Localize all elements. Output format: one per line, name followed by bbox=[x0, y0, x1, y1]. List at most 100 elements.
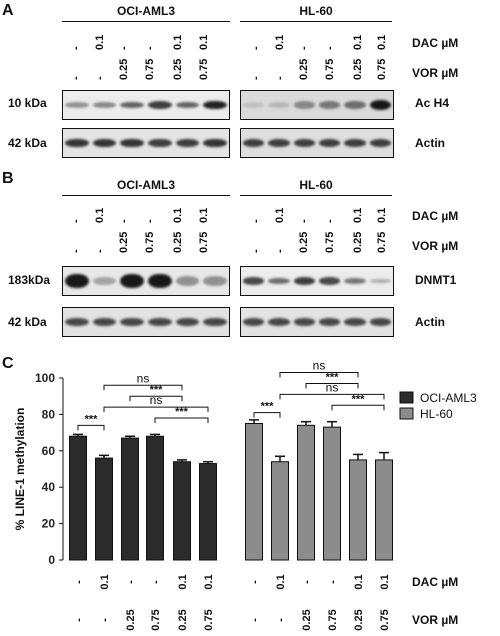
blot-band bbox=[268, 102, 290, 108]
blot-band bbox=[268, 139, 290, 147]
y-tick-label: 40 bbox=[42, 480, 56, 494]
comparison-bracket bbox=[279, 372, 359, 378]
blot-band bbox=[203, 138, 227, 148]
bar bbox=[349, 459, 367, 561]
comparison-bracket bbox=[129, 395, 183, 402]
blot-band bbox=[369, 99, 391, 111]
condition-value-text: - bbox=[70, 249, 82, 253]
bar bbox=[323, 426, 341, 561]
comparison-label: ns bbox=[313, 360, 326, 373]
blot-band bbox=[243, 102, 265, 108]
blot-band bbox=[293, 139, 315, 147]
protein-label-ac-h4: Ac H4 bbox=[415, 96, 450, 110]
condition-value: - bbox=[70, 213, 90, 253]
blot-band bbox=[120, 101, 144, 109]
blot-ac-h4-hl60 bbox=[240, 90, 394, 120]
y-tick-label: 80 bbox=[42, 407, 56, 421]
bar bbox=[146, 435, 164, 561]
blot-band bbox=[148, 317, 172, 327]
condition-value-text: - bbox=[94, 249, 106, 253]
comparison-bracket bbox=[77, 424, 105, 431]
condition-value: - bbox=[99, 618, 111, 622]
bar bbox=[297, 424, 315, 561]
bar bbox=[271, 461, 289, 561]
condition-value-text: 0.25 bbox=[118, 231, 130, 253]
condition-value-text: - bbox=[274, 76, 286, 80]
legend-swatch bbox=[399, 391, 414, 404]
condition-value: 0.1 bbox=[353, 574, 365, 589]
cell-line-oci-aml3-b: OCI-AML3 bbox=[117, 178, 175, 192]
condition-value: 0.75 bbox=[198, 213, 218, 253]
condition-value: 0.25 bbox=[301, 609, 313, 630]
blot-band bbox=[268, 318, 290, 326]
condition-value: - bbox=[274, 213, 294, 253]
y-tick-label: 0 bbox=[48, 553, 55, 567]
condition-value-text: - bbox=[250, 249, 262, 253]
comparison-label: *** bbox=[175, 406, 189, 418]
blot-band bbox=[65, 102, 89, 108]
panel-letter-a: A bbox=[2, 2, 14, 19]
condition-value: 0.75 bbox=[379, 609, 391, 630]
y-tick-label: 100 bbox=[35, 371, 55, 385]
comparison-bracket bbox=[331, 404, 385, 411]
condition-value: 0.1 bbox=[99, 574, 111, 589]
bar bbox=[121, 437, 139, 561]
condition-value: - bbox=[274, 40, 294, 80]
size-label-actin-b: 42 kDa bbox=[8, 315, 47, 329]
blot-band bbox=[344, 101, 366, 109]
y-tick-label: 60 bbox=[42, 444, 56, 458]
condition-value: 0.25 bbox=[298, 40, 318, 80]
blot-band bbox=[120, 317, 144, 327]
size-label-achh4: 10 kDa bbox=[8, 96, 47, 110]
blot-band bbox=[148, 138, 172, 148]
size-label-dnmt1: 183kDa bbox=[8, 273, 51, 287]
comparison-bracket bbox=[279, 393, 385, 400]
condition-value: 0.75 bbox=[324, 40, 344, 80]
blot-band bbox=[65, 273, 89, 289]
condition-value-text: - bbox=[70, 76, 82, 80]
condition-value: 0.75 bbox=[327, 609, 339, 630]
condition-value: - bbox=[73, 580, 85, 584]
condition-value: 0.25 bbox=[298, 213, 318, 253]
blot-band bbox=[293, 101, 315, 109]
blot-band bbox=[369, 278, 391, 284]
bar bbox=[199, 463, 217, 561]
condition-value-text: 0.75 bbox=[144, 58, 156, 80]
blot-band bbox=[268, 277, 290, 285]
vor-label-a: VOR µM bbox=[412, 66, 459, 80]
blot-band bbox=[148, 101, 172, 109]
comparison-label: *** bbox=[150, 384, 164, 396]
condition-value: - bbox=[250, 40, 270, 80]
cell-line-underline bbox=[62, 21, 230, 22]
cell-line-underline bbox=[62, 195, 230, 196]
blot-band bbox=[175, 138, 200, 148]
blot-actin-oci-b bbox=[62, 307, 230, 337]
condition-value-text: 0.25 bbox=[172, 231, 184, 253]
condition-value-text: 0.25 bbox=[352, 58, 364, 80]
condition-value: - bbox=[249, 580, 261, 584]
condition-value: 0.25 bbox=[353, 609, 365, 630]
blot-band bbox=[120, 138, 144, 148]
condition-value: 0.75 bbox=[324, 213, 344, 253]
condition-value: 0.25 bbox=[118, 213, 138, 253]
condition-value-text: - bbox=[274, 249, 286, 253]
condition-value: 0.75 bbox=[376, 213, 396, 253]
bar bbox=[69, 435, 87, 561]
cell-line-hl60-b: HL-60 bbox=[299, 178, 333, 192]
condition-value-text: - bbox=[94, 76, 106, 80]
condition-value-text: - bbox=[250, 76, 262, 80]
condition-value: 0.25 bbox=[172, 213, 192, 253]
panel-letter-b: B bbox=[2, 170, 14, 187]
blot-band bbox=[344, 139, 366, 147]
condition-value-text: 0.75 bbox=[324, 231, 336, 253]
comparison-label: *** bbox=[85, 413, 99, 425]
condition-value-text: 0.75 bbox=[198, 58, 210, 80]
condition-value: 0.75 bbox=[144, 213, 164, 253]
bar bbox=[173, 461, 191, 561]
comparison-bracket bbox=[253, 412, 281, 418]
protein-label-actin-a: Actin bbox=[415, 136, 445, 150]
blot-band bbox=[203, 100, 227, 110]
blot-band bbox=[293, 318, 315, 326]
bar bbox=[95, 457, 113, 561]
blot-band bbox=[319, 139, 341, 147]
